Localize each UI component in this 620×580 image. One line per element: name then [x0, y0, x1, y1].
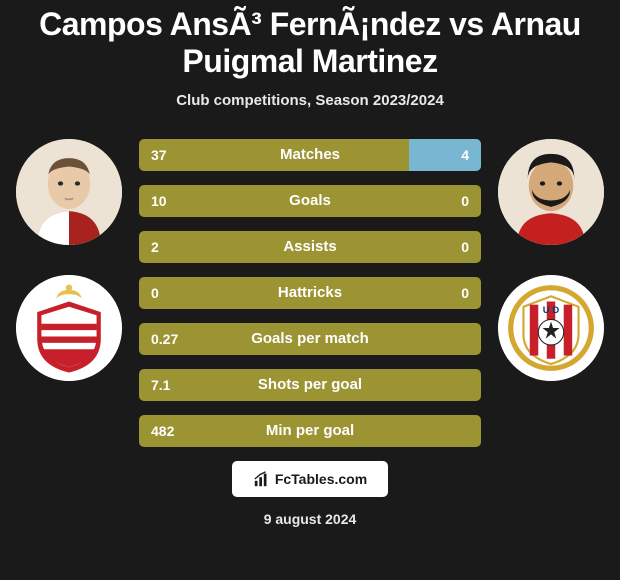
player-left-avatar	[16, 139, 122, 245]
stat-label: Assists	[139, 231, 481, 263]
footer-badge[interactable]: FcTables.com	[232, 461, 388, 497]
stat-value-left: 7.1	[151, 369, 170, 401]
club-left-logo	[16, 275, 122, 381]
subtitle: Club competitions, Season 2023/2024	[0, 92, 620, 109]
stat-value-left: 482	[151, 415, 174, 447]
stat-value-right: 0	[461, 277, 469, 309]
stat-label: Shots per goal	[139, 369, 481, 401]
stat-row: Goals10 0	[139, 185, 481, 217]
stat-value-left: 0.27	[151, 323, 178, 355]
stat-label: Min per goal	[139, 415, 481, 447]
stat-label: Matches	[139, 139, 481, 171]
stat-value-right: 4	[461, 139, 469, 171]
stat-row: Goals per match0.27	[139, 323, 481, 355]
stat-row: Matches37 4	[139, 139, 481, 171]
stat-value-right: 0	[461, 185, 469, 217]
stat-label: Hattricks	[139, 277, 481, 309]
club-right-logo: U D	[498, 275, 604, 381]
stat-label: Goals per match	[139, 323, 481, 355]
stat-value-right: 0	[461, 231, 469, 263]
date-label: 9 august 2024	[0, 511, 620, 527]
stat-row: Shots per goal7.1	[139, 369, 481, 401]
comparison-panel: U D Matches374Goals100Assists20Hattricks…	[0, 139, 620, 447]
stat-value-left: 2	[151, 231, 159, 263]
chart-icon	[253, 470, 271, 488]
footer-site: FcTables.com	[275, 471, 367, 487]
stat-row: Hattricks0 0	[139, 277, 481, 309]
stats-list: Matches374Goals100Assists20Hattricks00Go…	[139, 139, 481, 447]
stat-row: Assists2 0	[139, 231, 481, 263]
page-title: Campos AnsÃ³ FernÃ¡ndez vs Arnau Puigmal…	[0, 0, 620, 80]
stat-label: Goals	[139, 185, 481, 217]
stat-row: Min per goal482	[139, 415, 481, 447]
player-right-avatar	[498, 139, 604, 245]
stat-value-left: 0	[151, 277, 159, 309]
svg-text:U D: U D	[543, 305, 560, 316]
stat-value-left: 10	[151, 185, 167, 217]
stat-value-left: 37	[151, 139, 167, 171]
